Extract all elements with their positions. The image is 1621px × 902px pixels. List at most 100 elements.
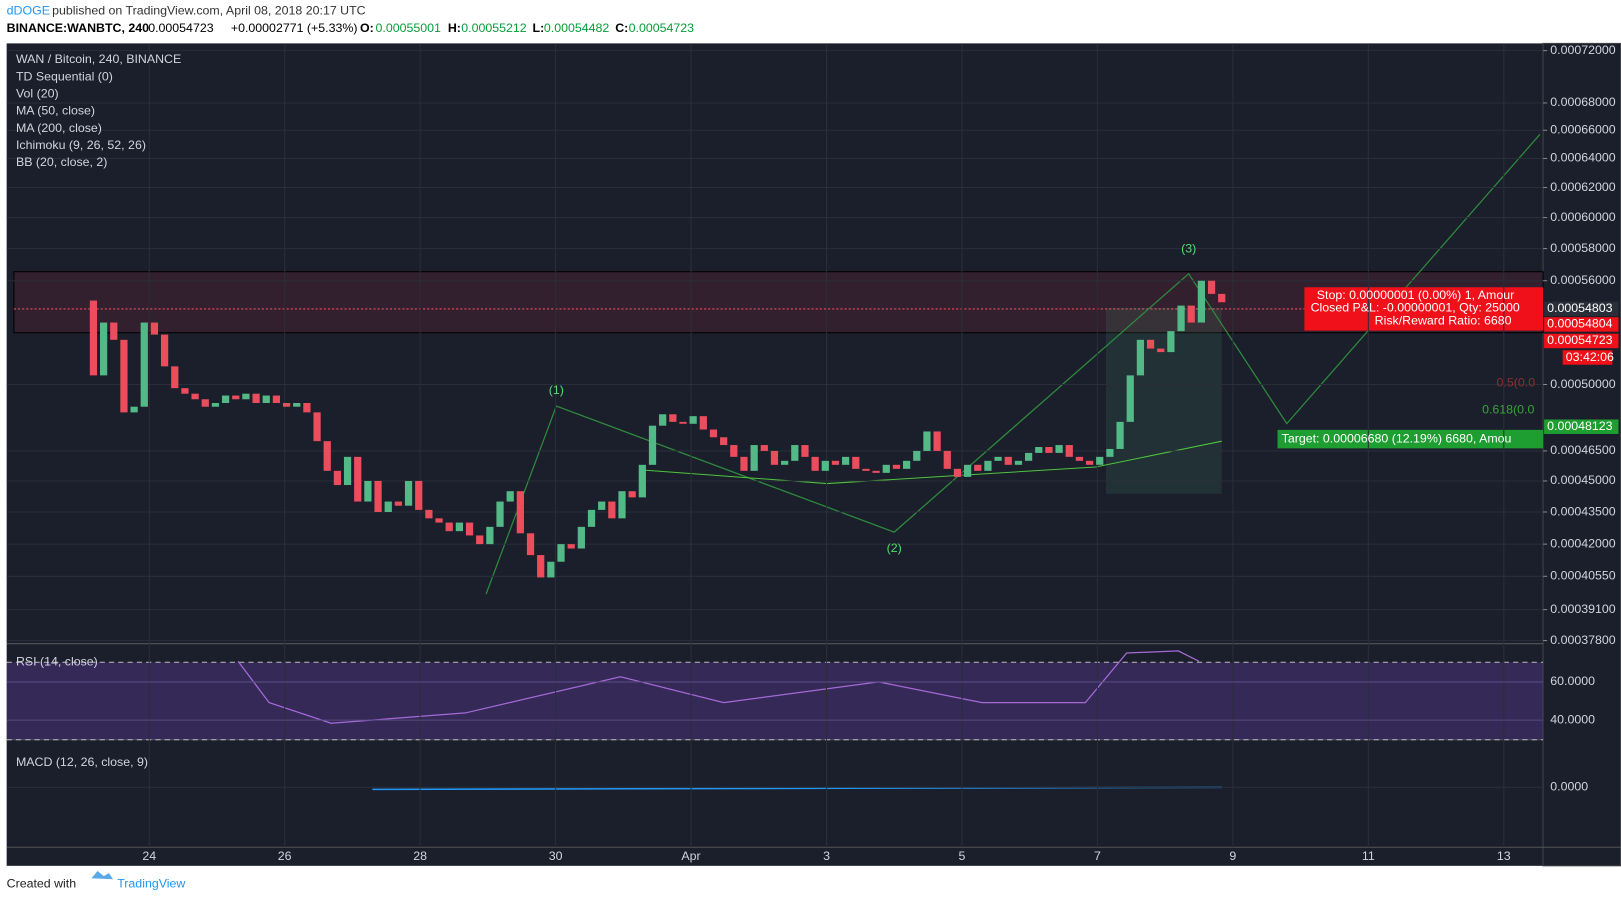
candle: [120, 339, 128, 413]
date-label: 7: [1094, 849, 1101, 863]
target-text: Target: 0.00006680 (12.19%) 6680, Amou: [1282, 431, 1512, 445]
price-axis-bg: [1542, 42, 1621, 867]
y-tick-label: 0.00045000: [1550, 473, 1615, 487]
candle: [801, 445, 809, 457]
macd-tick-label: 0.0000: [1550, 780, 1588, 794]
candle: [1126, 375, 1134, 422]
candle: [465, 522, 474, 536]
candle: [486, 526, 494, 545]
ma-line: [644, 440, 1222, 485]
y-tick-label: 0.00066000: [1550, 123, 1615, 137]
candle: [354, 456, 362, 502]
legend-item: Vol (20): [16, 86, 59, 100]
candle: [669, 414, 677, 422]
candle: [791, 445, 799, 461]
candle: [811, 456, 819, 471]
o-label: O:: [360, 21, 374, 35]
date-label: 5: [959, 849, 966, 863]
candle: [608, 501, 616, 519]
stop-text: Stop: 0.00000001 (0.00%) 1, Amour: [1317, 288, 1514, 302]
symbol: BINANCE:WANBTC, 240: [7, 21, 149, 35]
candle: [862, 468, 870, 471]
candle: [587, 509, 596, 527]
candle: [852, 456, 860, 469]
legend-item: MA (50, close): [16, 104, 95, 118]
y-tick-label: 0.00072000: [1550, 43, 1615, 57]
wave-label: (3): [1181, 241, 1196, 255]
candle: [953, 468, 962, 477]
candle: [577, 526, 585, 549]
y-tick-label: 0.00056000: [1550, 273, 1615, 287]
y-tick-label: 0.00046500: [1550, 443, 1615, 457]
candle: [1218, 293, 1226, 303]
candle: [933, 431, 941, 451]
author[interactable]: dDOGE: [7, 4, 50, 18]
candle: [1167, 331, 1175, 353]
date-label: 13: [1497, 849, 1511, 863]
wave-label: (1): [549, 383, 564, 397]
candle: [994, 456, 1002, 461]
wave-label: (2): [887, 541, 902, 555]
candle: [455, 522, 463, 532]
price-tag: [1544, 419, 1619, 434]
candle: [445, 522, 453, 532]
candle: [221, 395, 230, 403]
candle: [333, 470, 342, 486]
candle: [293, 402, 301, 407]
candle: [252, 393, 260, 403]
h: 0.00055212: [461, 21, 526, 35]
candle: [943, 450, 951, 469]
candle: [1197, 280, 1206, 323]
price-label: 0.00048123: [1547, 419, 1612, 433]
candle: [598, 501, 606, 510]
date-label: 11: [1362, 849, 1375, 863]
date-label: Apr: [681, 849, 700, 863]
legend-item: BB (20, close, 2): [16, 155, 107, 169]
y-tick-label: 0.00040550: [1550, 569, 1615, 583]
candle: [150, 322, 159, 335]
y-tick-label: 0.00064000: [1550, 151, 1615, 165]
candle: [171, 366, 179, 389]
candle: [882, 464, 890, 473]
candle: [913, 450, 921, 461]
candle: [476, 535, 484, 545]
candle: [648, 425, 657, 465]
candle: [130, 406, 138, 413]
price-label: 0.00054723: [1547, 333, 1612, 347]
price-tag: [1562, 350, 1613, 365]
y-tick-label: 0.00050000: [1550, 377, 1615, 391]
target-box: [1277, 429, 1544, 449]
candle: [1085, 460, 1094, 465]
o: 0.00055001: [376, 21, 441, 35]
tv-logo: [91, 871, 114, 880]
last: 0.00054723: [148, 21, 213, 35]
y-tick-label: 0.00062000: [1550, 180, 1615, 194]
y-tick-label: 0.00037800: [1550, 633, 1615, 647]
fib-label: 0.5(0.0: [1497, 376, 1536, 390]
legend-item: WAN / Bitcoin, 240, BINANCE: [16, 52, 181, 66]
candle: [404, 480, 413, 506]
candle: [160, 334, 169, 367]
candle: [89, 300, 98, 376]
candle: [262, 395, 270, 403]
stop-text: Closed P&L: -0.00000001, Qty: 25000: [1311, 301, 1520, 315]
candle: [923, 431, 931, 451]
candle: [282, 402, 291, 407]
macd-label: MACD (12, 26, close, 9): [16, 755, 148, 769]
y-tick-label: 0.00042000: [1550, 536, 1615, 550]
position-zone: [13, 271, 1544, 334]
footer-brand[interactable]: TradingView: [117, 877, 185, 891]
candle: [1177, 305, 1185, 332]
candle: [720, 437, 728, 446]
candle: [903, 460, 911, 469]
candle: [1116, 421, 1124, 449]
target-zone: [1106, 307, 1222, 494]
candle: [1004, 456, 1012, 465]
candle: [140, 322, 148, 407]
candle: [760, 445, 768, 451]
candle: [974, 464, 982, 471]
candle: [110, 322, 118, 340]
candle: [1045, 447, 1053, 453]
